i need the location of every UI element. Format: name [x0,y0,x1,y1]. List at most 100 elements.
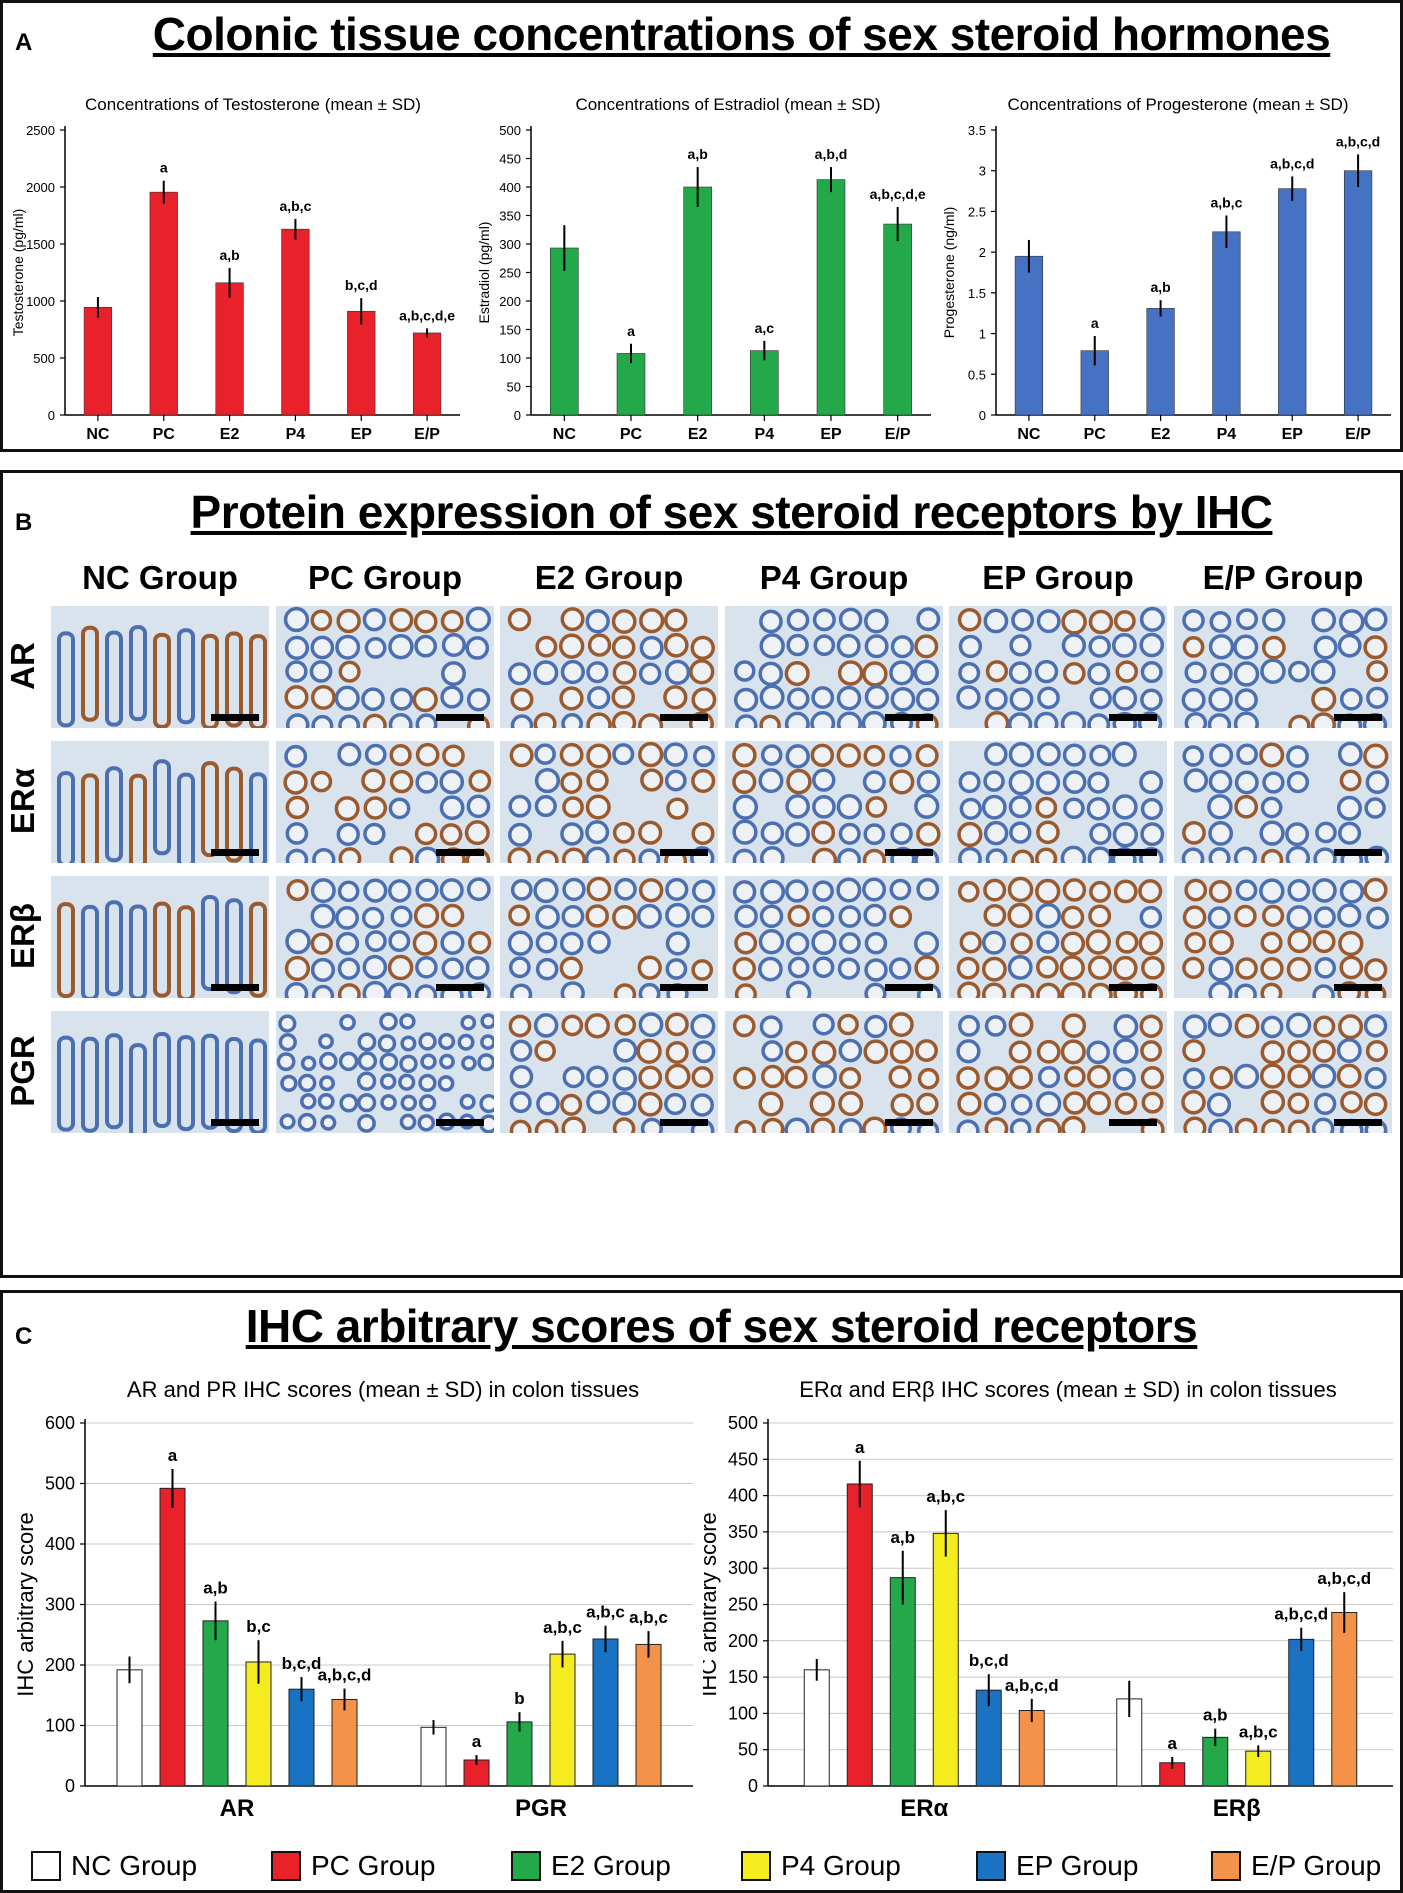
crypt [57,631,75,728]
crypt [1207,1012,1232,1038]
crypt [361,768,386,793]
scale-bar [885,714,933,721]
crypt [1287,1092,1310,1115]
crypt [336,608,361,634]
crypt [388,633,414,660]
x-tick-label: E2 [1151,426,1171,443]
crypt [1113,610,1136,632]
crypt [338,1051,359,1072]
crypt [760,821,785,845]
crypt [612,660,637,685]
crypt [1363,877,1388,902]
crypt [812,608,836,632]
scale-bar [1334,1119,1382,1126]
scale-bar [660,849,708,856]
crypt [276,1052,296,1072]
crypt [534,1118,559,1133]
crypt [335,906,359,930]
crypt [888,1065,912,1089]
crypt [533,1013,559,1038]
crypt [533,712,557,728]
crypt [1233,1063,1260,1089]
crypt [1140,1066,1165,1090]
significance-label: a,b [1150,279,1170,295]
crypt [562,796,584,818]
crypt [637,955,662,980]
bar-ep [347,310,376,416]
crypt [787,687,810,710]
crypt [249,772,267,863]
crypt [480,1034,494,1050]
crypt [561,713,583,728]
crypt [1139,1014,1163,1038]
crypt [338,660,361,683]
crypt [1061,1013,1087,1038]
crypt [1311,1117,1335,1133]
significance-label: a [1168,1734,1178,1753]
crypt [665,931,690,956]
crypt [1063,797,1085,820]
crypt [784,660,810,687]
crypt [534,743,556,765]
legend-item-nc-group: NC Group [31,1848,197,1884]
crypt [889,905,913,929]
crypt [337,983,361,998]
crypt [863,823,886,846]
y-tick-label: 350 [728,1522,758,1542]
crypt [732,957,757,981]
crypt [561,904,585,928]
crypt [412,687,438,713]
y-tick-label: 500 [728,1413,758,1433]
crypt [129,625,147,722]
crypt [399,1054,418,1074]
crypt [105,1033,123,1130]
crypt [664,1092,687,1116]
crypt [915,744,939,768]
crypt [1086,797,1111,821]
ihc-image-pgr-ep-group [949,1011,1167,1133]
crypt [689,659,715,685]
crypt [690,1093,714,1117]
significance-label: a,b,c [1210,195,1242,211]
crypt [400,1035,417,1052]
crypt [837,1013,859,1036]
legend-swatch [31,1851,61,1881]
x-tick-label: P4 [1217,426,1237,443]
crypt [1208,847,1231,863]
crypt [984,711,1010,728]
crypt [864,931,888,955]
crypt [361,687,385,712]
crypt [81,904,99,998]
crypt [81,773,99,863]
crypt [439,1053,455,1070]
y-tick-label: 0 [748,1776,758,1796]
crypt [786,932,810,956]
crypt [177,772,195,863]
crypt [864,982,887,998]
ihc-image-er-beta-nc-group [51,876,269,998]
crypt [1286,745,1309,768]
crypt [838,905,862,928]
crypt [785,980,812,998]
crypt [1209,611,1232,633]
crypt [337,880,360,903]
crypt [812,880,834,902]
crypt [734,1119,757,1133]
crypt [1262,904,1285,927]
scale-bar [211,1119,259,1126]
crypt [509,1064,534,1089]
significance-label: a,b,c,d,e [399,307,455,323]
crypt [1339,687,1363,711]
crypt [153,901,171,998]
y-tick-label: 200 [728,1631,758,1651]
x-tick-label: E2 [220,426,240,443]
crypt [1288,660,1310,683]
crypt [863,903,887,927]
y-tick-label: 2 [979,245,986,260]
crypt [585,820,610,845]
significance-label: a [627,323,635,339]
crypt [362,980,388,998]
legend-swatch [741,1851,771,1881]
crypt [811,686,835,709]
crypt [310,635,335,660]
